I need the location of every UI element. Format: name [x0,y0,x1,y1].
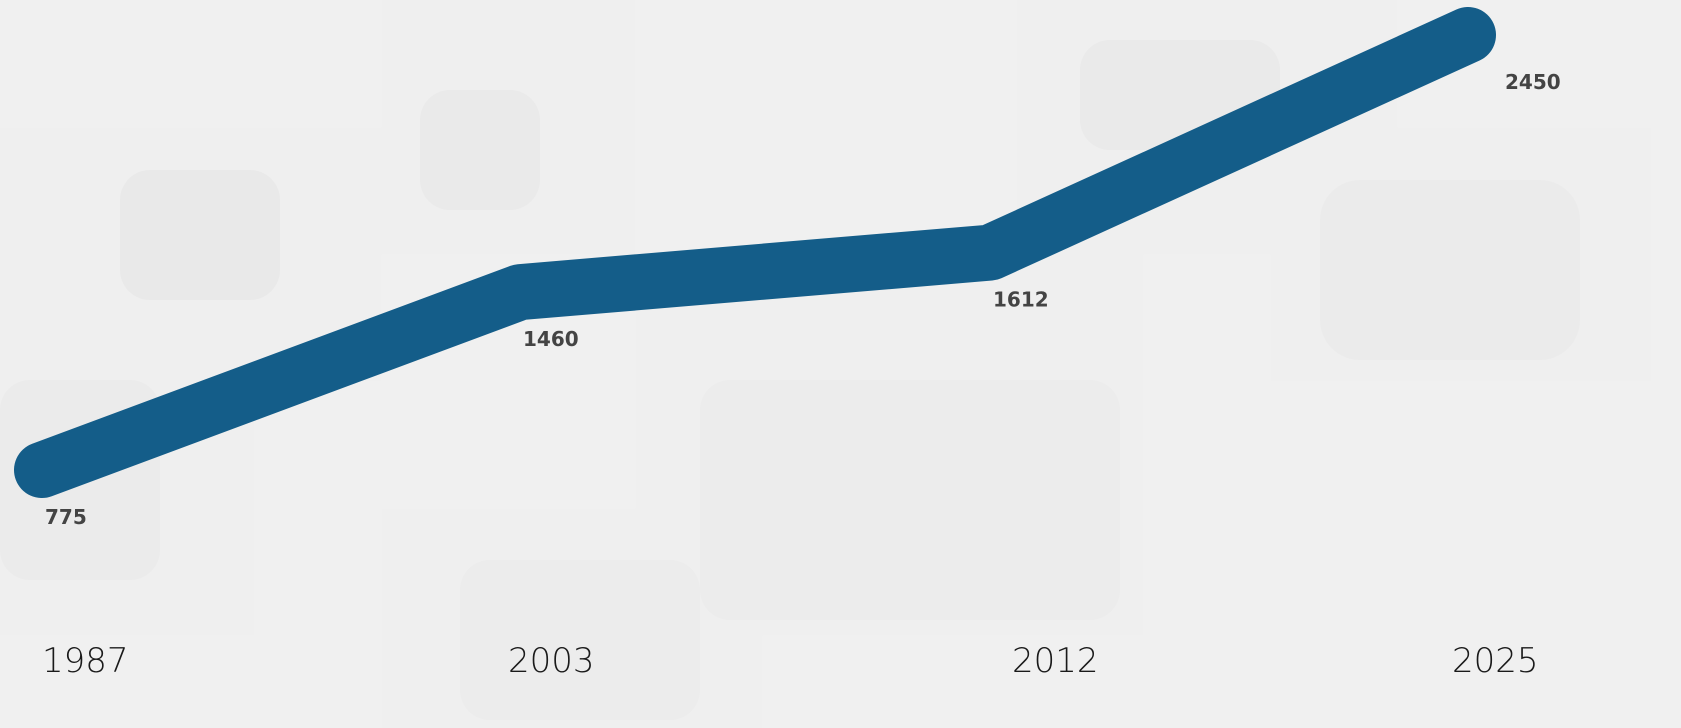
x-tick-label: 2003 [508,641,595,681]
value-label: 1612 [993,288,1049,312]
line [14,7,1496,498]
value-label: 775 [45,505,87,529]
x-tick-label: 2025 [1452,641,1539,681]
x-tick-label: 1987 [42,641,129,681]
value-label: 1460 [523,327,579,351]
x-tick-label: 2012 [1012,641,1099,681]
value-label: 2450 [1505,70,1561,94]
